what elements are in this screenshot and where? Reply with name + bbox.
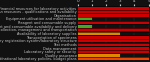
Bar bbox=[78, 10, 148, 13]
Bar bbox=[78, 57, 148, 60]
Bar bbox=[78, 47, 148, 50]
Bar bbox=[78, 25, 92, 28]
Bar bbox=[78, 39, 148, 42]
Bar bbox=[78, 28, 148, 31]
Bar bbox=[78, 21, 148, 24]
Bar bbox=[78, 17, 92, 20]
Bar bbox=[78, 43, 148, 46]
Bar bbox=[78, 36, 148, 39]
Bar bbox=[78, 50, 148, 53]
Bar bbox=[78, 32, 120, 35]
Bar bbox=[78, 14, 148, 17]
Bar bbox=[78, 7, 148, 9]
Bar bbox=[78, 54, 120, 57]
